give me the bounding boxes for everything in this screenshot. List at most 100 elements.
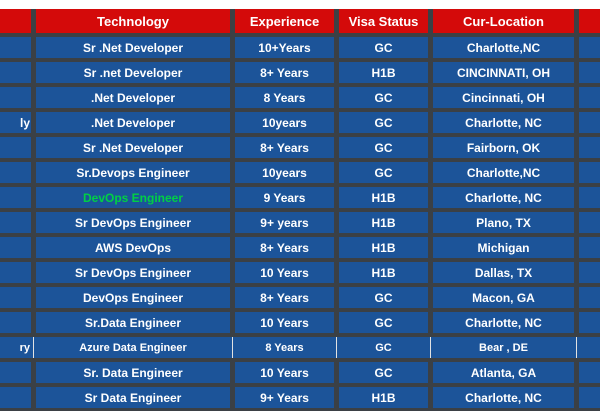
cell-left-partial	[0, 187, 31, 208]
table-row: Sr.Devops Engineer 10years GC Charlotte,…	[0, 162, 600, 183]
cell-technology: AWS DevOps	[36, 237, 230, 258]
column-divider	[574, 362, 579, 383]
column-divider	[334, 9, 339, 33]
row-divider	[0, 308, 600, 312]
column-divider	[574, 62, 579, 83]
cell-cur-location: Macon, GA	[433, 287, 574, 308]
column-divider	[334, 137, 339, 158]
cell-cur-location: Fairborn, OK	[433, 137, 574, 158]
cell-left-partial	[0, 62, 31, 83]
column-divider	[334, 237, 339, 258]
cell-cur-location: Charlotte, NC	[433, 312, 574, 333]
cell-technology: Sr .net Developer	[36, 62, 230, 83]
cell-cur-location: CINCINNATI, OH	[433, 62, 574, 83]
column-divider	[230, 9, 235, 33]
row-divider	[0, 183, 600, 187]
column-divider	[574, 112, 579, 133]
cell-cur-location: Atlanta, GA	[433, 362, 574, 383]
column-divider	[574, 387, 579, 408]
header-technology: Technology	[36, 9, 230, 33]
cell-visa-status: GC	[339, 362, 428, 383]
column-divider	[334, 312, 339, 333]
column-divider	[428, 112, 433, 133]
column-divider	[230, 287, 235, 308]
column-divider	[428, 387, 433, 408]
column-divider	[334, 112, 339, 133]
cell-right-partial	[579, 162, 600, 183]
cell-experience: 9 Years	[235, 187, 334, 208]
cell-experience: 9+ years	[235, 212, 334, 233]
column-divider	[230, 262, 235, 283]
cell-right-partial	[579, 187, 600, 208]
column-divider	[334, 187, 339, 208]
column-divider	[31, 387, 36, 408]
column-divider	[428, 287, 433, 308]
cell-right-partial	[579, 137, 600, 158]
column-divider	[574, 262, 579, 283]
cell-left-partial: ly	[0, 112, 31, 133]
cell-cur-location: Charlotte, NC	[433, 387, 574, 408]
column-divider	[230, 87, 235, 108]
cell-cur-location: Charlotte, NC	[433, 187, 574, 208]
column-divider	[428, 162, 433, 183]
column-divider	[334, 262, 339, 283]
column-divider	[230, 237, 235, 258]
cell-visa-status: GC	[339, 137, 428, 158]
cell-left-partial	[0, 212, 31, 233]
cell-experience: 8+ Years	[235, 137, 334, 158]
column-divider	[334, 337, 339, 358]
column-divider	[428, 262, 433, 283]
table-row: Sr.Data Engineer 10 Years GC Charlotte, …	[0, 312, 600, 333]
column-divider	[428, 37, 433, 58]
cell-right-partial	[579, 112, 600, 133]
cell-cur-location: Charlotte, NC	[433, 112, 574, 133]
cell-visa-status: H1B	[339, 212, 428, 233]
row-divider	[0, 208, 600, 212]
column-divider	[230, 112, 235, 133]
column-divider	[574, 9, 579, 33]
column-divider	[31, 262, 36, 283]
column-divider	[334, 287, 339, 308]
cell-left-partial	[0, 87, 31, 108]
table-row: .Net Developer 8 Years GC Cincinnati, OH	[0, 87, 600, 108]
row-divider	[0, 283, 600, 287]
cell-technology: .Net Developer	[36, 87, 230, 108]
header-experience: Experience	[235, 9, 334, 33]
cell-left-partial: ry	[0, 337, 31, 358]
row-divider	[0, 83, 600, 87]
table-body: Sr .Net Developer 10+Years GC Charlotte,…	[0, 33, 600, 411]
cell-experience: 10years	[235, 112, 334, 133]
column-divider	[574, 137, 579, 158]
cell-technology: Sr .Net Developer	[36, 37, 230, 58]
table-row: Sr DevOps Engineer 9+ years H1B Plano, T…	[0, 212, 600, 233]
column-divider	[428, 362, 433, 383]
column-divider	[31, 312, 36, 333]
cell-right-partial	[579, 387, 600, 408]
cell-experience: 8 Years	[235, 87, 334, 108]
column-divider	[574, 337, 579, 358]
row-divider	[0, 358, 600, 362]
cell-right-partial	[579, 212, 600, 233]
cell-cur-location: Charlotte,NC	[433, 162, 574, 183]
row-divider	[0, 333, 600, 337]
column-divider	[230, 187, 235, 208]
cell-left-partial	[0, 137, 31, 158]
table-row: AWS DevOps 8+ Years H1B Michigan	[0, 237, 600, 258]
column-divider	[574, 37, 579, 58]
column-divider	[31, 287, 36, 308]
column-divider	[334, 87, 339, 108]
cell-left-partial	[0, 162, 31, 183]
table-bottom-border	[0, 408, 600, 411]
cell-cur-location: Michigan	[433, 237, 574, 258]
cell-right-partial	[579, 337, 600, 358]
cell-left-partial	[0, 37, 31, 58]
column-divider	[230, 337, 235, 358]
cell-left-partial	[0, 387, 31, 408]
column-divider	[334, 212, 339, 233]
cell-visa-status: H1B	[339, 187, 428, 208]
cell-visa-status: GC	[339, 287, 428, 308]
column-divider	[31, 37, 36, 58]
cell-left-partial	[0, 362, 31, 383]
row-divider	[0, 258, 600, 262]
cell-visa-status: H1B	[339, 387, 428, 408]
